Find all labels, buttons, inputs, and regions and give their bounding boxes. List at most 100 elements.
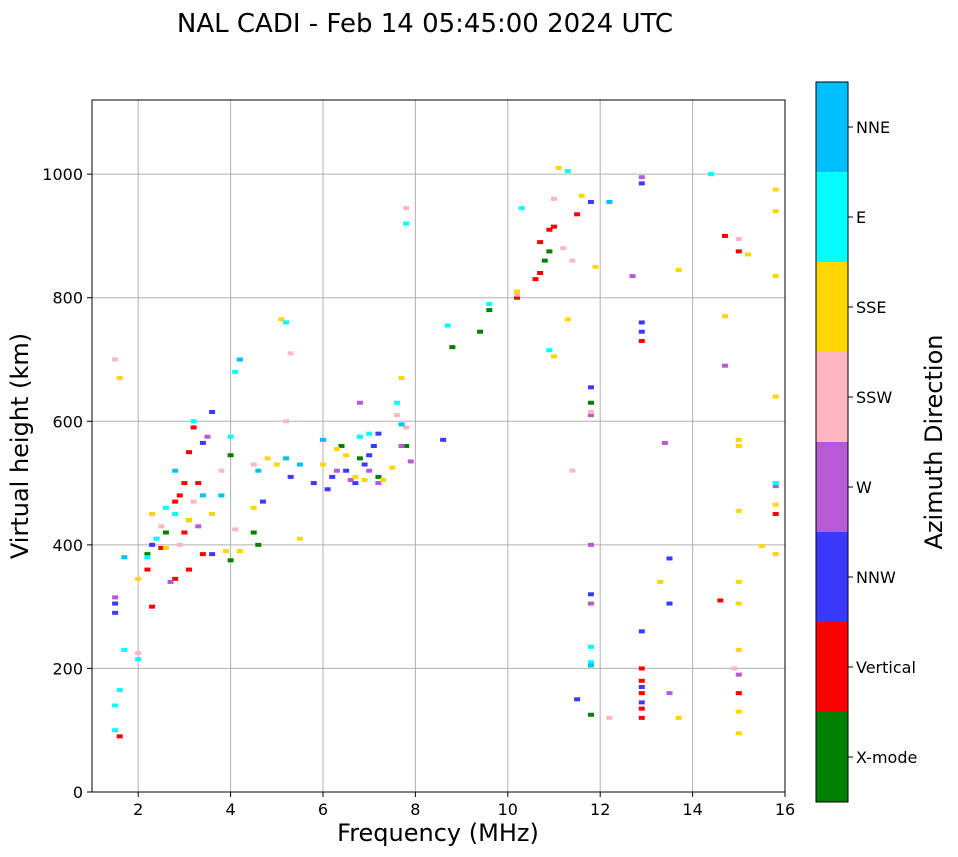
point-e: [587, 660, 594, 665]
point-ssw: [135, 650, 142, 655]
point-vertical: [638, 666, 645, 671]
point-nnw: [329, 474, 336, 479]
point-vertical: [537, 271, 544, 275]
point-sse: [772, 394, 779, 399]
point-ssw: [403, 425, 410, 430]
y-tick-label: 200: [52, 659, 83, 678]
point-ssw: [569, 258, 576, 263]
point-nnw: [287, 474, 294, 479]
point-w: [356, 400, 363, 405]
point-x-mode: [449, 345, 456, 350]
point-w: [407, 459, 414, 464]
colorbar-tick-label: NNW: [856, 568, 896, 587]
point-nnw: [209, 552, 216, 557]
colorbar-frame: [815, 81, 849, 803]
point-x-mode: [144, 552, 151, 557]
point-e: [144, 555, 151, 560]
point-vertical: [514, 295, 521, 300]
point-e: [518, 206, 525, 211]
point-w: [587, 542, 594, 547]
point-vertical: [149, 604, 156, 609]
plot-area: [91, 99, 786, 793]
point-nnw: [366, 453, 373, 458]
point-nnw: [310, 481, 317, 486]
point-x-mode: [375, 474, 382, 479]
point-w: [638, 175, 645, 180]
point-vertical: [181, 530, 188, 535]
point-sse: [380, 477, 387, 482]
point-sse: [592, 264, 599, 269]
point-vertical: [772, 511, 779, 516]
point-nnw: [638, 629, 645, 634]
point-x-mode: [356, 456, 363, 461]
point-x-mode: [338, 444, 345, 448]
point-sse: [735, 437, 742, 442]
point-x-mode: [587, 712, 594, 717]
point-w: [195, 524, 202, 529]
point-x-mode: [477, 329, 484, 334]
point-ssw: [232, 527, 239, 532]
point-sse: [772, 552, 779, 557]
point-w: [347, 477, 354, 482]
point-x-mode: [227, 558, 234, 563]
point-vertical: [172, 576, 179, 581]
point-x-mode: [255, 542, 262, 547]
point-sse: [389, 465, 396, 470]
colorbar-tick-label: SSW: [856, 388, 892, 407]
point-nnw: [209, 410, 216, 415]
point-vertical: [638, 338, 645, 343]
point-vertical: [638, 691, 645, 696]
point-e: [546, 348, 553, 353]
point-e: [112, 703, 119, 708]
colorbar-tick-label: X-mode: [856, 748, 917, 767]
colorbar-swatch: [816, 352, 848, 442]
point-vertical: [186, 567, 193, 572]
point-ssw: [551, 196, 557, 201]
point-sse: [116, 376, 123, 381]
point-sse: [735, 508, 742, 513]
x-axis-label: Frequency (MHz): [337, 819, 539, 847]
point-vertical: [546, 227, 553, 232]
colorbar-tick-label: Vertical: [856, 658, 916, 677]
point-nnw: [574, 697, 581, 702]
point-nne: [199, 493, 206, 498]
point-nne: [218, 493, 225, 498]
point-ssw: [190, 499, 197, 504]
point-sse: [162, 545, 169, 550]
point-e: [112, 728, 119, 733]
point-e: [232, 369, 239, 374]
colorbar-swatch: [816, 82, 848, 172]
point-nnw: [370, 444, 377, 448]
point-e: [393, 400, 400, 405]
point-w: [333, 468, 340, 473]
point-vertical: [181, 481, 188, 486]
point-sse: [675, 715, 682, 720]
point-w: [204, 434, 211, 439]
point-ssw: [250, 462, 257, 467]
point-e: [153, 536, 160, 541]
point-nnw: [638, 700, 645, 705]
colorbar-tick-label: W: [856, 478, 872, 497]
point-e: [587, 644, 594, 649]
point-vertical: [574, 212, 581, 217]
point-e: [121, 647, 128, 652]
point-nne: [320, 437, 326, 442]
point-sse: [398, 376, 405, 381]
chart-title: NAL CADI - Feb 14 05:45:00 2024 UTC: [177, 9, 673, 39]
point-ssw: [283, 419, 290, 424]
point-nne: [398, 422, 405, 427]
point-sse: [555, 165, 562, 170]
x-tick-label: 10: [498, 800, 518, 819]
point-nnw: [638, 329, 645, 334]
point-vertical: [186, 450, 193, 455]
point-vertical: [532, 277, 539, 282]
y-tick-label: 1000: [42, 165, 83, 184]
point-nnw: [375, 431, 382, 436]
point-nnw: [361, 462, 368, 467]
point-vertical: [116, 734, 123, 739]
point-w: [587, 601, 594, 606]
point-sse: [551, 354, 557, 359]
point-vertical: [638, 715, 645, 720]
point-w: [167, 579, 174, 584]
point-sse: [264, 456, 271, 461]
